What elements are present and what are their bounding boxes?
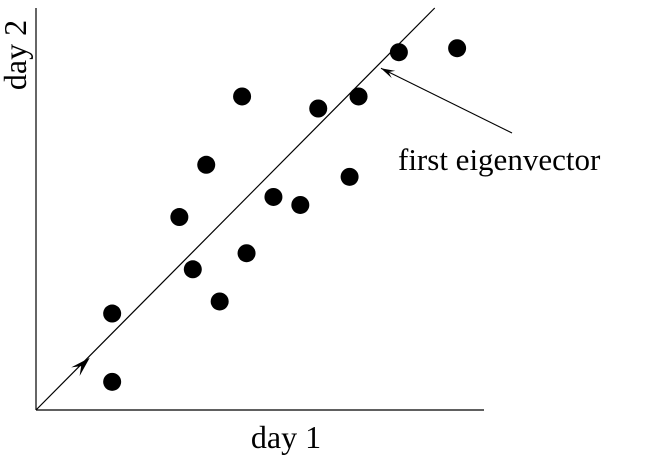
data-point — [103, 372, 122, 391]
annotation-pointer-line — [380, 67, 513, 134]
y-axis-label: day 2 — [0, 20, 33, 90]
data-point — [237, 244, 256, 263]
data-point — [291, 195, 310, 214]
data-point — [264, 187, 283, 206]
data-point — [103, 304, 122, 323]
data-point — [233, 87, 252, 106]
data-points — [103, 39, 467, 391]
eigenvector-arrowhead — [71, 357, 90, 376]
data-point — [183, 260, 202, 279]
data-point — [197, 155, 216, 174]
x-axis-label: day 1 — [251, 419, 321, 455]
axes — [35, 8, 484, 411]
data-point — [170, 208, 189, 227]
annotation: first eigenvector — [380, 67, 601, 177]
eigenvector-line — [35, 7, 436, 411]
annotation-arrowhead — [380, 68, 396, 79]
data-point — [448, 39, 467, 58]
data-point — [309, 99, 328, 118]
annotation-label: first eigenvector — [398, 142, 601, 177]
data-point — [210, 292, 229, 311]
data-point — [340, 167, 359, 186]
data-point — [349, 87, 368, 106]
data-point — [389, 43, 408, 62]
